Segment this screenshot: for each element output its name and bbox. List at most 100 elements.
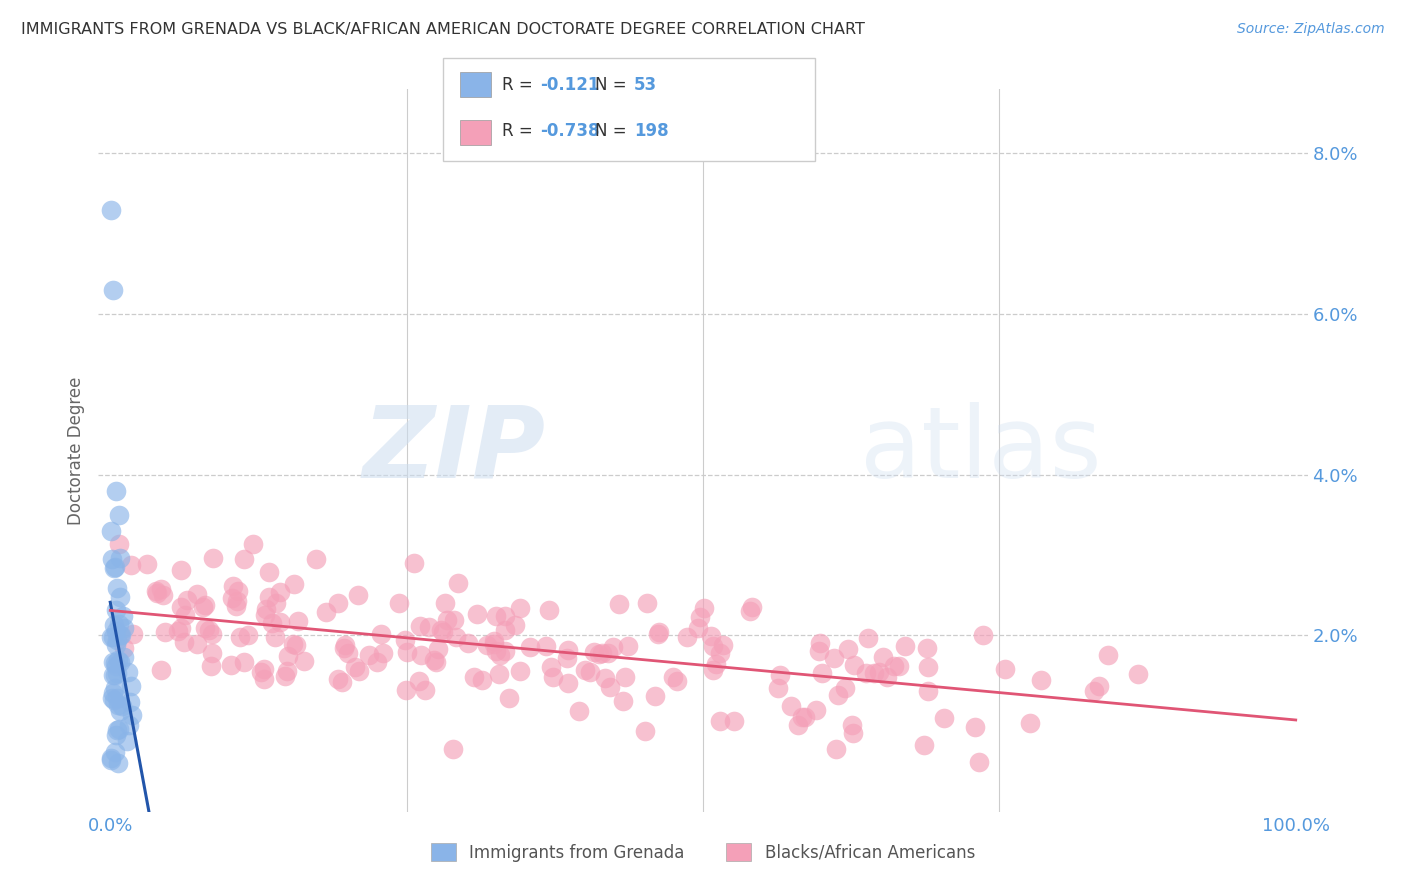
Point xyxy=(709,646,731,660)
Point xyxy=(225,599,247,613)
Point xyxy=(808,636,831,650)
Point xyxy=(471,673,494,687)
Point xyxy=(1126,667,1149,681)
Point xyxy=(173,635,195,649)
Text: Source: ZipAtlas.com: Source: ZipAtlas.com xyxy=(1237,22,1385,37)
Point xyxy=(103,668,125,682)
Point xyxy=(104,745,127,759)
Point xyxy=(1097,648,1119,662)
Point xyxy=(107,653,129,667)
Point xyxy=(578,665,600,679)
Point xyxy=(422,653,444,667)
Point xyxy=(110,628,132,642)
Point xyxy=(394,632,416,647)
Point xyxy=(105,691,128,706)
Point xyxy=(186,637,208,651)
Point xyxy=(110,550,132,565)
Point xyxy=(599,680,621,694)
Point xyxy=(193,600,215,615)
Point xyxy=(373,646,395,660)
Point xyxy=(105,483,128,498)
Point xyxy=(135,557,157,571)
Point xyxy=(100,751,122,765)
Point xyxy=(170,621,193,635)
Legend: Immigrants from Grenada, Blacks/African Americans: Immigrants from Grenada, Blacks/African … xyxy=(425,837,981,869)
Point xyxy=(509,600,531,615)
Point xyxy=(582,645,605,659)
Point xyxy=(170,563,193,577)
Point xyxy=(855,665,877,680)
Point xyxy=(366,656,388,670)
Point xyxy=(804,703,827,717)
Point xyxy=(305,552,328,566)
Point xyxy=(326,596,349,610)
Point xyxy=(488,667,510,681)
Point xyxy=(534,639,557,653)
Point xyxy=(283,577,305,591)
Point xyxy=(315,605,337,619)
Point xyxy=(484,634,506,648)
Point xyxy=(281,637,304,651)
Point xyxy=(149,582,172,596)
Point xyxy=(152,588,174,602)
Point xyxy=(963,720,986,734)
Point xyxy=(257,591,280,605)
Point xyxy=(254,607,277,622)
Point xyxy=(588,647,610,661)
Point xyxy=(541,670,564,684)
Point xyxy=(233,552,256,566)
Point xyxy=(221,658,243,673)
Point xyxy=(443,613,465,627)
Point xyxy=(201,626,224,640)
Point xyxy=(200,659,222,673)
Point xyxy=(120,558,142,573)
Point xyxy=(494,644,516,658)
Point xyxy=(370,627,392,641)
Point xyxy=(482,636,505,650)
Point xyxy=(226,594,249,608)
Point xyxy=(842,658,865,673)
Point xyxy=(509,665,531,679)
Point xyxy=(100,753,122,767)
Point xyxy=(408,673,430,688)
Text: N =: N = xyxy=(595,122,631,140)
Point xyxy=(221,591,243,606)
Point xyxy=(889,659,911,673)
Point xyxy=(519,640,541,654)
Point xyxy=(540,660,562,674)
Point xyxy=(264,630,287,644)
Text: 198: 198 xyxy=(634,122,669,140)
Point xyxy=(118,696,141,710)
Point xyxy=(741,599,763,614)
Text: atlas: atlas xyxy=(860,402,1102,499)
Point xyxy=(614,670,637,684)
Point xyxy=(1019,716,1042,731)
Point xyxy=(457,636,479,650)
Point xyxy=(186,587,208,601)
Point xyxy=(872,650,894,665)
Point xyxy=(108,628,131,642)
Point xyxy=(277,649,299,664)
Point xyxy=(337,646,360,660)
Point xyxy=(394,682,416,697)
Point xyxy=(711,638,734,652)
Point xyxy=(330,674,353,689)
Point xyxy=(201,646,224,660)
Point xyxy=(150,663,173,677)
Point xyxy=(108,508,131,522)
Point xyxy=(105,581,128,595)
Point xyxy=(432,624,454,639)
Point xyxy=(666,674,689,689)
Point xyxy=(253,672,276,686)
Point xyxy=(326,672,349,686)
Point xyxy=(723,714,745,728)
Point xyxy=(153,625,176,640)
Point xyxy=(108,723,131,737)
Point xyxy=(647,627,669,641)
Point xyxy=(104,560,127,574)
Point xyxy=(201,550,224,565)
Point xyxy=(408,619,430,633)
Point xyxy=(827,688,849,702)
Point xyxy=(436,613,458,627)
Point xyxy=(174,607,197,622)
